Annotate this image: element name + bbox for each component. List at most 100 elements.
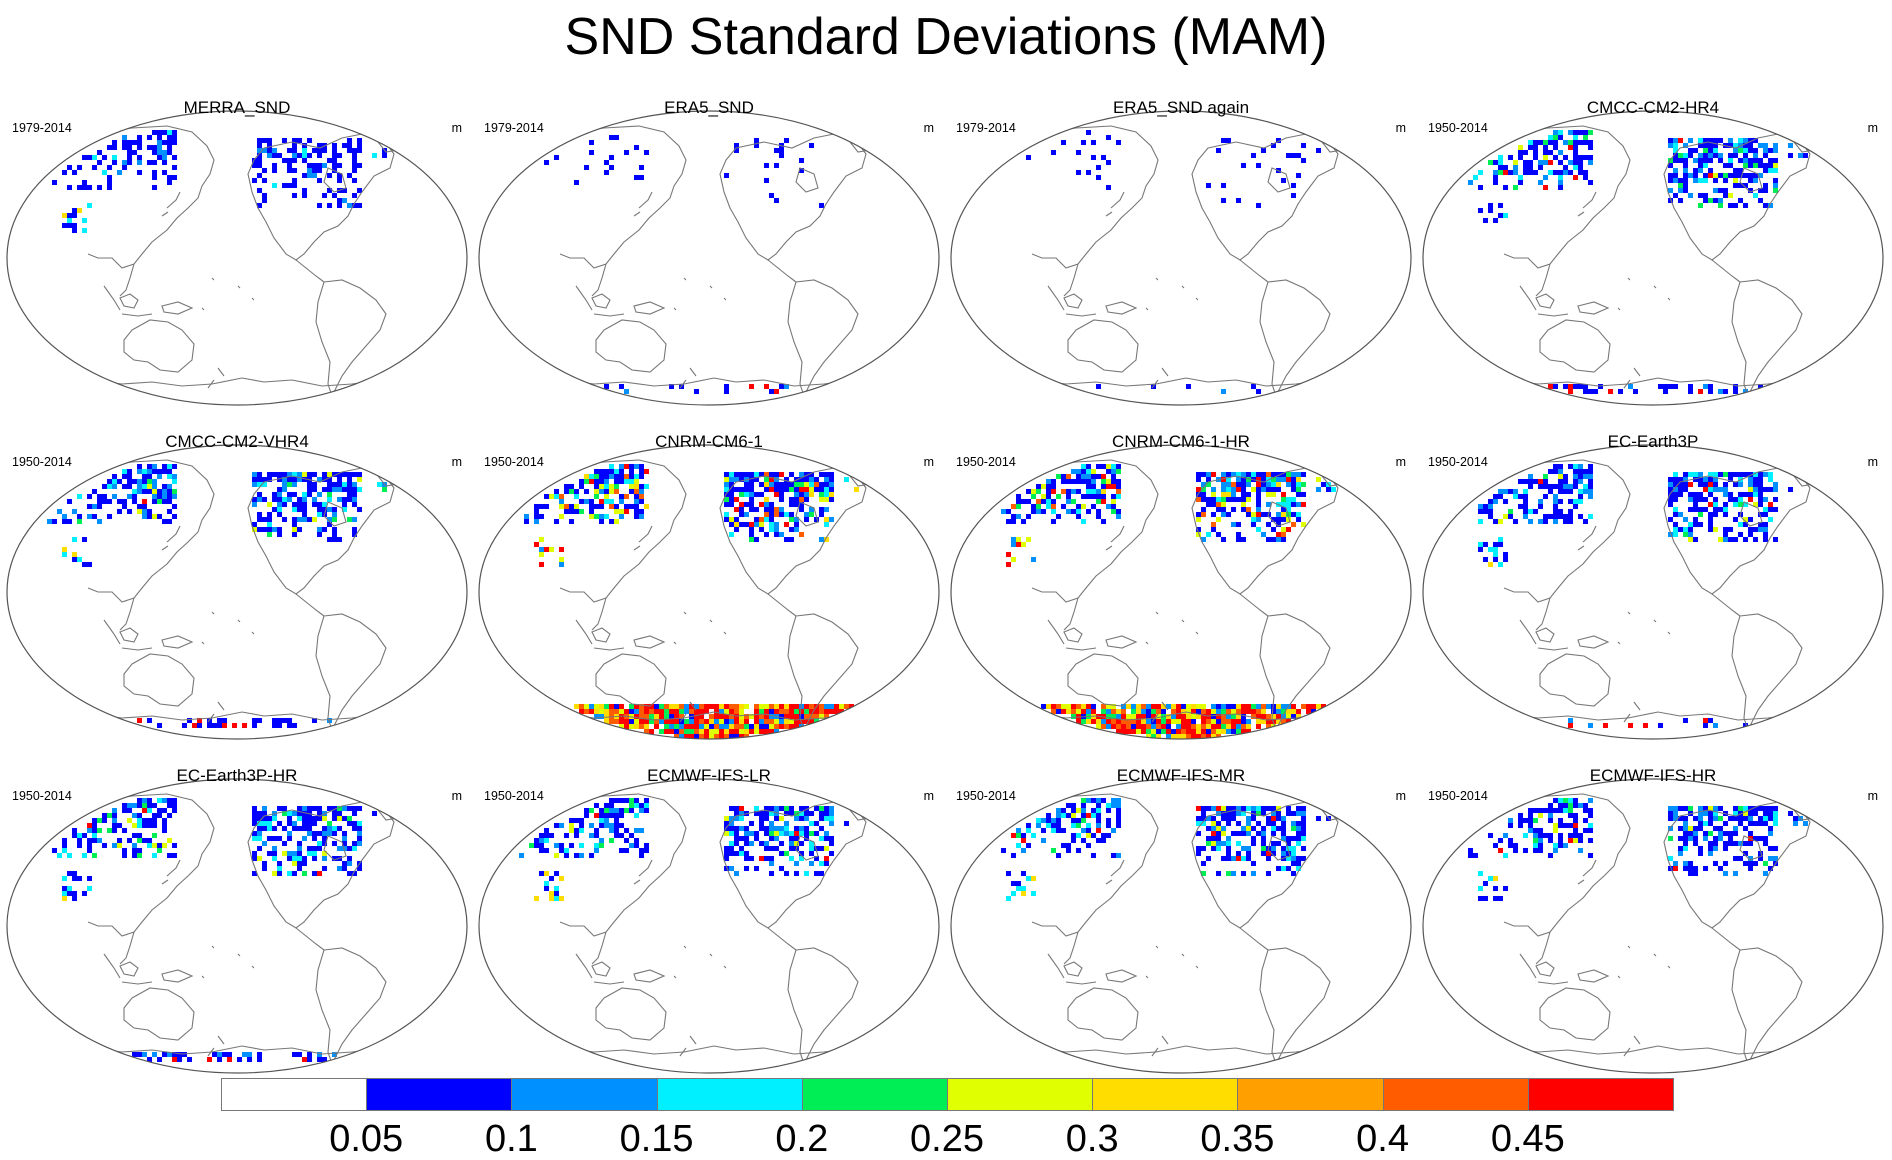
snow-cell <box>257 821 262 826</box>
snow-cell <box>1673 477 1678 482</box>
snow-cell <box>1266 724 1271 729</box>
coastline <box>1047 953 1065 979</box>
map-border <box>1422 110 1884 406</box>
snow-cell <box>599 514 604 519</box>
snow-cell <box>789 537 794 542</box>
snow-cell <box>167 130 172 135</box>
snow-cell <box>1231 806 1236 811</box>
snow-cell <box>1768 158 1773 163</box>
snow-cell <box>1226 836 1231 841</box>
snow-cell <box>1076 504 1081 509</box>
snow-cell <box>759 517 764 522</box>
snow-cell <box>609 155 614 160</box>
snow-cell <box>1016 886 1021 891</box>
snow-cell <box>1683 163 1688 168</box>
snow-cell <box>1201 861 1206 866</box>
snow-cell <box>774 709 779 714</box>
snow-cell <box>1096 509 1101 514</box>
snow-cell <box>704 724 709 729</box>
map-panel: CMCC-CM2-VHR4 1950-2014 m <box>2 432 472 762</box>
snow-cell <box>1206 734 1211 739</box>
snow-cell <box>272 153 277 158</box>
snow-cell <box>1673 384 1678 389</box>
snow-cell <box>1251 517 1256 522</box>
snow-cell <box>1301 482 1306 487</box>
snow-cell <box>559 547 564 552</box>
snow-cell <box>1738 856 1743 861</box>
snow-cell <box>1708 718 1713 723</box>
snow-cell <box>1116 514 1121 519</box>
snow-cell <box>679 704 684 709</box>
snow-cell <box>302 806 307 811</box>
snow-cell <box>1291 861 1296 866</box>
snow-cell <box>1296 821 1301 826</box>
snow-cell <box>1211 487 1216 492</box>
snow-cell <box>1241 477 1246 482</box>
snow-cell <box>799 831 804 836</box>
snow-cell <box>157 150 162 155</box>
snow-cell <box>347 487 352 492</box>
snow-cell <box>1301 158 1306 163</box>
snow-cell <box>1236 821 1241 826</box>
snow-cell <box>1563 140 1568 145</box>
snow-cell <box>1698 492 1703 497</box>
snow-cell <box>1513 494 1518 499</box>
snow-cell <box>1478 509 1483 514</box>
snow-cell <box>1723 846 1728 851</box>
snow-cell <box>779 497 784 502</box>
snow-cell <box>1513 165 1518 170</box>
snow-cell <box>1583 130 1588 135</box>
snow-cell <box>332 193 337 198</box>
snow-cell <box>1678 527 1683 532</box>
snow-cell <box>589 474 594 479</box>
snow-cell <box>779 866 784 871</box>
snow-cell <box>1256 502 1261 507</box>
snow-cell <box>322 856 327 861</box>
snow-cell <box>789 719 794 724</box>
snow-cell <box>1508 838 1513 843</box>
snow-cell <box>187 1057 192 1062</box>
snow-cell <box>774 811 779 816</box>
snow-cell <box>272 846 277 851</box>
snow-cell <box>122 145 127 150</box>
snow-cell <box>1246 472 1251 477</box>
snow-cell <box>72 552 77 557</box>
snow-cell <box>1141 709 1146 714</box>
snow-cell <box>639 828 644 833</box>
snow-cell <box>639 499 644 504</box>
snow-cell <box>102 813 107 818</box>
snow-cell <box>1558 838 1563 843</box>
coastline <box>61 377 413 387</box>
colorbar-swatch <box>1237 1078 1384 1111</box>
snow-cell <box>784 826 789 831</box>
snow-cell <box>1291 821 1296 826</box>
snow-cell <box>784 709 789 714</box>
snow-cell <box>1768 487 1773 492</box>
snow-cell <box>1698 472 1703 477</box>
snow-cell <box>177 1057 182 1062</box>
snow-cell <box>152 479 157 484</box>
snow-cell <box>142 818 147 823</box>
snow-cell <box>1291 487 1296 492</box>
snow-cell <box>337 811 342 816</box>
snow-cell <box>192 723 197 728</box>
snow-cell <box>317 163 322 168</box>
snow-cell <box>1718 472 1723 477</box>
snow-cell <box>764 724 769 729</box>
snow-cell <box>704 729 709 734</box>
snow-cell <box>1221 841 1226 846</box>
snow-cell <box>352 203 357 208</box>
snow-cell <box>744 487 749 492</box>
snow-cell <box>1548 170 1553 175</box>
snow-cell <box>1758 143 1763 148</box>
snow-cell <box>1673 866 1678 871</box>
snow-cell <box>1216 724 1221 729</box>
snow-cell <box>172 504 177 509</box>
snow-cell <box>589 514 594 519</box>
snow-cell <box>1703 178 1708 183</box>
snow-cell <box>1141 724 1146 729</box>
snow-cell <box>1081 798 1086 803</box>
snow-cell <box>1221 811 1226 816</box>
snow-cell <box>257 143 262 148</box>
snow-cell <box>689 719 694 724</box>
